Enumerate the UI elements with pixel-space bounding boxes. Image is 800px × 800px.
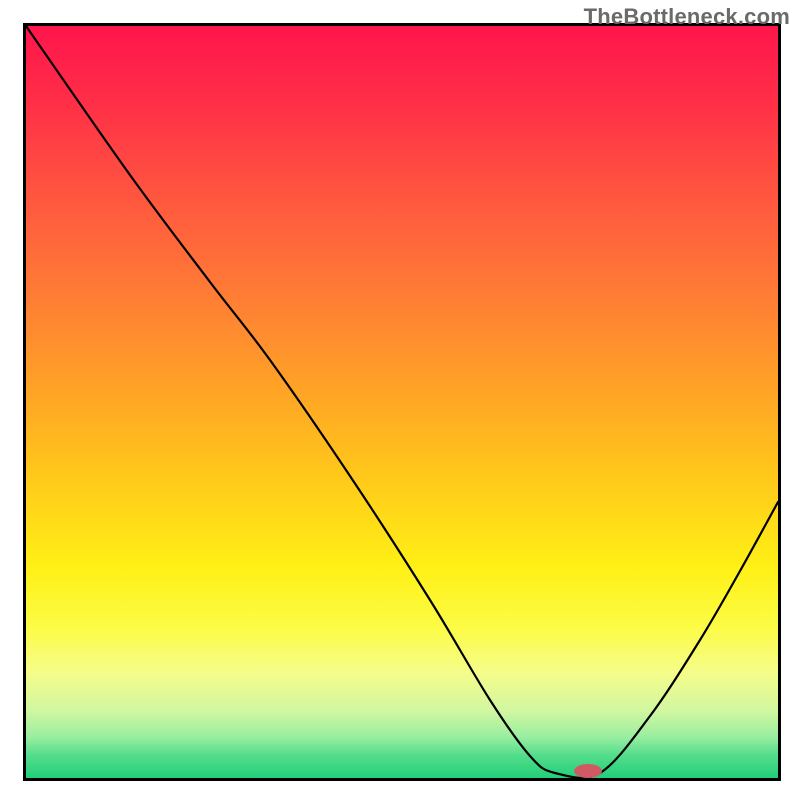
chart-plot-area (26, 26, 778, 778)
watermark-text: TheBottleneck.com (584, 4, 790, 30)
bottleneck-chart (0, 0, 800, 800)
optimum-marker (574, 764, 602, 778)
